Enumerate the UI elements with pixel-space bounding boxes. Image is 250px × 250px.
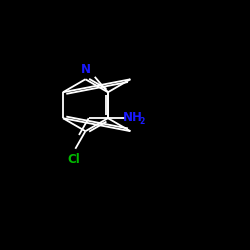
Text: 2: 2 xyxy=(139,117,144,126)
Text: NH: NH xyxy=(123,111,142,124)
Text: N: N xyxy=(80,63,90,76)
Text: Cl: Cl xyxy=(67,153,80,166)
